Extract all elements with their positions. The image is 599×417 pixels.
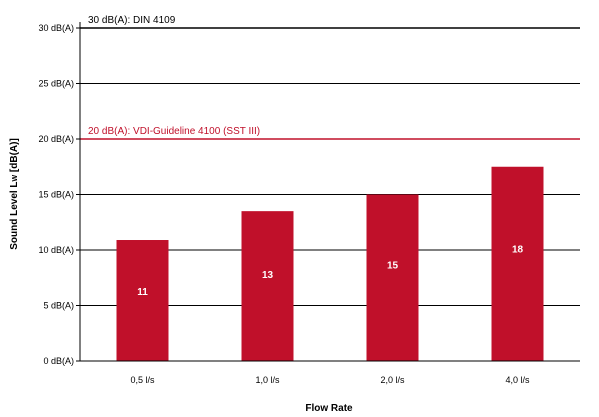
- reference-line-label: 30 dB(A): DIN 4109: [88, 15, 176, 26]
- y-axis-title-unit: [dB(A)]: [9, 138, 20, 175]
- y-tick-label: 5 dB(A): [43, 301, 74, 311]
- y-tick-labels: 0 dB(A) 5 dB(A) 10 dB(A) 15 dB(A) 20 dB(A) 25…: [38, 23, 80, 366]
- x-tick-label: 1,0 l/s: [255, 375, 280, 385]
- y-tick-label: 25 dB(A): [38, 79, 74, 89]
- bar: [116, 240, 169, 361]
- reference-lines: 30 dB(A): DIN 4109 20 dB(A): VDI-Guidelin…: [80, 15, 580, 140]
- x-tick-label: 2,0 l/s: [380, 375, 405, 385]
- bar: [491, 166, 544, 361]
- y-tick-label: 10 dB(A): [38, 245, 74, 255]
- bar-data-label: 15: [387, 260, 399, 271]
- y-tick-label: 0 dB(A): [43, 356, 74, 366]
- bar-data-label: 13: [262, 270, 274, 281]
- bar-data-label: 18: [512, 244, 524, 255]
- y-tick-label: 15 dB(A): [38, 190, 74, 200]
- y-tick-label: 20 dB(A): [38, 134, 74, 144]
- bar: [241, 211, 294, 361]
- x-tick-label: 0,5 l/s: [130, 375, 155, 385]
- y-axis-title: Sound Level LW [dB(A)]: [9, 138, 20, 250]
- y-axis-title-main: Sound Level L: [9, 181, 20, 249]
- y-axis-title-subscript: W: [12, 174, 19, 181]
- bar: [366, 194, 419, 361]
- x-axis-title: Flow Rate: [305, 403, 353, 414]
- reference-line-label: 20 dB(A): VDI-Guideline 4100 (SST III): [88, 126, 260, 137]
- bar-data-label: 11: [137, 287, 148, 298]
- y-tick-label: 30 dB(A): [38, 23, 74, 33]
- bars: 11 13 15 18: [116, 166, 544, 361]
- x-tick-labels: 0,5 l/s 1,0 l/s 2,0 l/s 4,0 l/s: [130, 375, 530, 385]
- x-tick-label: 4,0 l/s: [505, 375, 530, 385]
